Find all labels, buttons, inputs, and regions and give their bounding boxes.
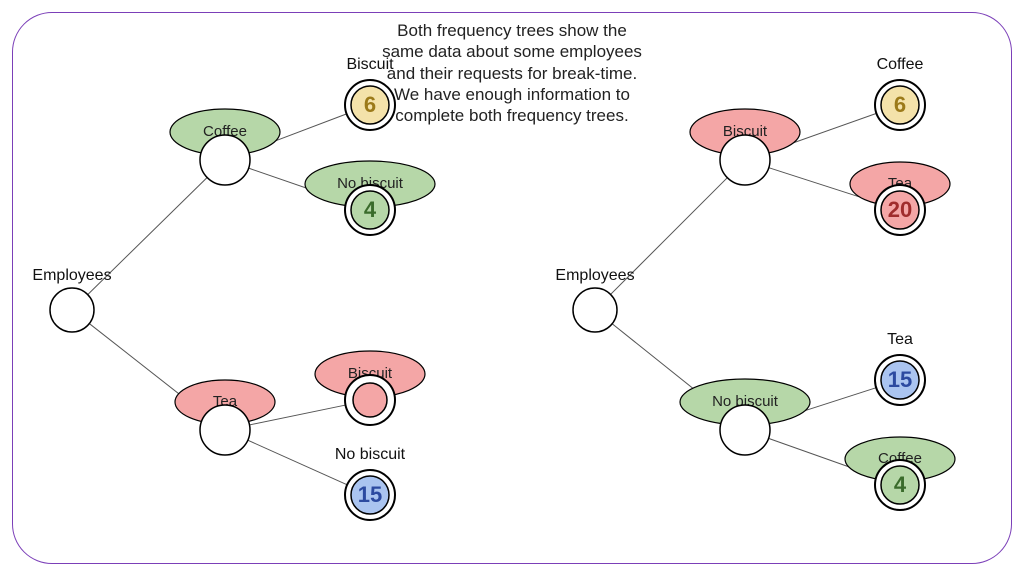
- svg-text:Coffee: Coffee: [877, 56, 924, 73]
- svg-text:Employees: Employees: [32, 267, 111, 284]
- svg-text:6: 6: [894, 92, 906, 117]
- svg-text:15: 15: [888, 367, 912, 392]
- svg-text:No biscuit: No biscuit: [335, 446, 406, 463]
- nodes: EmployeesCoffeeTeaBiscuit6No biscuit4Bis…: [32, 56, 955, 520]
- svg-text:Biscuit: Biscuit: [346, 56, 394, 73]
- diagram-svg: EmployeesCoffeeTeaBiscuit6No biscuit4Bis…: [0, 0, 1024, 576]
- svg-text:6: 6: [364, 92, 376, 117]
- svg-text:4: 4: [894, 472, 907, 497]
- svg-text:Tea: Tea: [887, 331, 913, 348]
- svg-text:15: 15: [358, 482, 382, 507]
- svg-text:4: 4: [364, 197, 377, 222]
- svg-text:20: 20: [888, 197, 912, 222]
- svg-text:Employees: Employees: [555, 267, 634, 284]
